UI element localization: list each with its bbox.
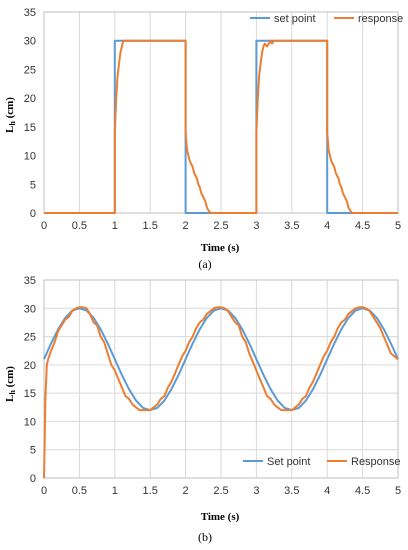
chart-b-y-tick-label: 0 <box>30 473 36 485</box>
chart-b-x-tick-label: 2.5 <box>213 485 228 497</box>
chart-b-x-tick-label: 4.5 <box>355 485 370 497</box>
chart-a-y-tick-label: 10 <box>24 151 36 163</box>
chart-b-series-set-point <box>43 307 399 412</box>
chart-a-series-response <box>44 39 398 214</box>
chart-a-y-tick-label: 15 <box>24 122 36 134</box>
chart-b-x-tick-label: 3 <box>253 485 259 497</box>
chart-b-legend: Set point Response <box>243 456 401 468</box>
chart-b-y-tick-label: 35 <box>24 275 36 287</box>
chart-b-y-tick-label: 25 <box>24 332 36 344</box>
chart-a-caption: (a) <box>198 257 211 271</box>
chart-b-x-tick-label: 4 <box>324 485 330 497</box>
chart-a-legend-label: set point <box>274 13 316 25</box>
chart-b-y-tick-label: 10 <box>24 416 36 428</box>
chart-a-x-tick-label: 3 <box>253 220 259 232</box>
chart-a-x-tick-label: 1 <box>112 220 118 232</box>
chart-a-x-tick-label: 0.5 <box>72 220 87 232</box>
chart-a-y-tick-label: 25 <box>24 64 36 76</box>
chart-b-x-tick-label: 5 <box>395 485 401 497</box>
chart-a-y-tick-label: 0 <box>30 208 36 220</box>
chart-b-caption: (b) <box>198 530 212 544</box>
chart-a-x-tick-label: 2.5 <box>213 220 228 232</box>
chart-a-legend: set point response <box>250 13 403 25</box>
chart-b-y-tick-label: 15 <box>24 388 36 400</box>
chart-b-y-axis-title: Lh (cm) <box>4 366 17 402</box>
chart-b-x-tick-label: 1.5 <box>143 485 158 497</box>
chart-b-frame <box>43 279 399 479</box>
chart-b-y-tick-label: 30 <box>24 303 36 315</box>
chart-a-y-tick-label: 5 <box>30 179 36 191</box>
chart-a-x-tick-label: 5 <box>395 220 401 232</box>
chart-a-y-tick-label: 30 <box>24 36 36 48</box>
chart-b-x-axis-title: Time (s) <box>201 511 240 523</box>
chart-a-x-tick-label: 4.5 <box>355 220 370 232</box>
chart-a-x-axis-title: Time (s) <box>201 242 240 254</box>
chart-b-x-tick-label: 0.5 <box>72 485 87 497</box>
chart-a-x-tick-label: 4 <box>324 220 330 232</box>
chart-b-series-response <box>43 306 399 479</box>
chart-a-x-tick-label: 1.5 <box>143 220 158 232</box>
chart-b: 0 0.5 1 1.5 2 2.5 3 3.5 4 4.5 5 0 5 10 15 20 25 30 35 Set… <box>4 275 401 544</box>
chart-a-y-axis-title: Lh (cm) <box>4 97 17 133</box>
chart-b-x-tick-label: 1 <box>112 485 118 497</box>
chart-b-y-tick-label: 5 <box>30 445 36 457</box>
chart-b-legend-label: Set point <box>267 456 310 468</box>
chart-b-legend-label: Response <box>351 456 401 468</box>
chart-a-y-tick-label: 35 <box>24 7 36 19</box>
chart-a-x-tick-label: 2 <box>183 220 189 232</box>
chart-b-x-tick-label: 0 <box>41 485 47 497</box>
chart-b-x-tick-label: 2 <box>183 485 189 497</box>
chart-a-x-tick-label: 3.5 <box>284 220 299 232</box>
chart-a-y-tick-label: 20 <box>24 93 36 105</box>
chart-b-y-tick-label: 20 <box>24 360 36 372</box>
chart-a: 0 0.5 1 1.5 2 2.5 3 3.5 4 4.5 5 0 5 10 15 20 25 30 35 set… <box>4 7 403 271</box>
chart-a-legend-label: response <box>358 13 403 25</box>
chart-a-x-tick-label: 0 <box>41 220 47 232</box>
chart-b-x-tick-label: 3.5 <box>284 485 299 497</box>
